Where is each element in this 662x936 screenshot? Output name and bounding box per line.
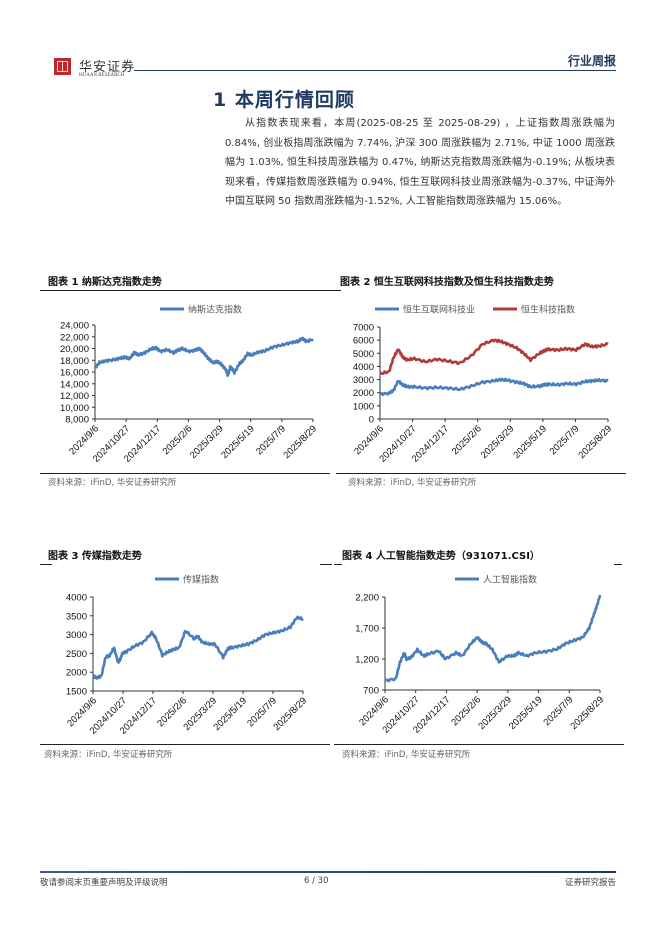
figure-4-title-rule-right: [614, 564, 622, 565]
legend-label: 恒生科技指数: [521, 304, 575, 315]
y-tick-label: 1500: [66, 687, 87, 698]
y-tick-label: 1000: [353, 401, 374, 412]
legend-label: 传媒指数: [183, 574, 219, 585]
series-line: [92, 615, 304, 680]
logo-text-cn: 华安证券: [79, 60, 136, 75]
figure-4-title: 图表 4 人工智能指数走势（931071.CSI）: [342, 551, 540, 562]
report-type: 行业周报: [567, 54, 616, 68]
x-tick-label: 2025/3/29: [479, 423, 517, 461]
y-tick-label: 5000: [353, 349, 374, 360]
y-tick-label: 8,000: [65, 415, 89, 426]
chart-ai-index: 人工智能指数7001,2001,7002,2002024/9/62024/10/…: [355, 574, 606, 736]
x-tick-label: 2025/8/29: [271, 695, 309, 733]
y-tick-label: 1,700: [355, 624, 379, 635]
y-tick-label: 2,200: [355, 593, 379, 604]
y-tick-label: 700: [363, 686, 379, 697]
y-tick-label: 20,000: [60, 344, 89, 355]
y-tick-label: 14,000: [60, 379, 89, 390]
x-tick-label: 2025/5/19: [211, 695, 249, 733]
legend-item: 恒生互联网科技业: [375, 304, 475, 315]
figure-2-source-rule: [336, 473, 626, 474]
logo-text-en: HUAAN RESEARCH: [79, 73, 125, 78]
x-tick-label: 2025/5/19: [511, 423, 549, 461]
y-tick-label: 2000: [66, 668, 87, 679]
y-tick-label: 7000: [353, 323, 374, 334]
legend-item: 恒生科技指数: [493, 304, 575, 315]
x-tick-label: 2025/8/29: [281, 423, 319, 461]
y-tick-label: 4000: [66, 593, 87, 604]
y-tick-label: 2000: [353, 388, 374, 399]
chart-media-index: 传媒指数1500200025003000350040002024/9/62024…: [65, 574, 309, 737]
x-tick-label: 2025/5/19: [507, 694, 545, 732]
series-line: [384, 594, 602, 683]
y-tick-label: 3000: [66, 630, 87, 641]
figure-3-title: 图表 3 传媒指数走势: [48, 551, 142, 562]
legend-item: 传媒指数: [155, 574, 219, 585]
header-divider: [134, 70, 616, 71]
figure-2-source: 资料来源：iFinD, 华安证券研究所: [348, 478, 477, 488]
y-tick-label: 3000: [353, 375, 374, 386]
x-tick-label: 2025/5/19: [219, 423, 257, 461]
company-logo-icon: [54, 58, 71, 75]
series-line: [379, 338, 609, 375]
figure-3-source: 资料来源：iFinD, 华安证券研究所: [44, 750, 173, 760]
y-tick-label: 2500: [66, 649, 87, 660]
section-title: 1 本周行情回顾: [213, 89, 355, 111]
figure-3-title-rule-left: [40, 564, 52, 565]
footer-divider: [40, 871, 616, 873]
figure-4-source: 资料来源：iFinD, 华安证券研究所: [342, 750, 471, 760]
figure-2-title-rule: [333, 290, 341, 291]
figure-4-source-rule: [334, 744, 624, 745]
figure-1-title-rule: [40, 290, 338, 291]
legend-item: 纳斯达克指数: [160, 304, 242, 315]
y-tick-label: 3500: [66, 611, 87, 622]
legend-item: 人工智能指数: [455, 574, 537, 585]
summary-paragraph: 从指数表现来看，本周(2025-08-25 至 2025-08-29) ，上证指…: [225, 118, 615, 207]
footer-disclaimer: 敬请参阅末页重要声明及评级说明: [40, 878, 168, 888]
y-tick-label: 12,000: [60, 391, 89, 402]
figure-1-source-rule: [40, 473, 330, 474]
y-tick-label: 10,000: [60, 403, 89, 414]
y-tick-label: 6000: [353, 336, 374, 347]
y-tick-label: 1,200: [355, 655, 379, 666]
legend-label: 纳斯达克指数: [188, 304, 242, 315]
page-number: 6 / 30: [304, 876, 329, 886]
x-tick-label: 2025/8/29: [568, 694, 606, 732]
footer-label: 证券研究报告: [564, 878, 616, 888]
legend-label: 恒生互联网科技业: [403, 304, 475, 315]
figure-2-title: 图表 2 恒生互联网科技指数及恒生科技指数走势: [340, 277, 554, 288]
figure-4-title-rule-left: [334, 564, 342, 565]
y-tick-label: 16,000: [60, 368, 89, 379]
chart-nasdaq: 纳斯达克指数 8,00010,00012,00014,00016,00018,00…: [60, 304, 319, 465]
legend-label: 人工智能指数: [483, 574, 537, 585]
figure-1-source: 资料来源：iFinD, 华安证券研究所: [48, 478, 177, 488]
y-tick-label: 22,000: [60, 332, 89, 343]
y-tick-label: 24,000: [60, 321, 89, 332]
y-tick-label: 18,000: [60, 356, 89, 367]
chart-hang-seng-tech: 恒生互联网科技业 恒生科技指数 0 1000 2000 3000 4000 5000 6000 7…: [352, 304, 614, 465]
x-tick-label: 2025/8/29: [576, 423, 614, 461]
series-line: [93, 336, 314, 377]
series-line: [379, 377, 609, 397]
figure-3-source-rule: [40, 744, 330, 745]
y-tick-label: 4000: [353, 362, 374, 373]
figure-1-title: 图表 1 纳斯达克指数走势: [48, 277, 162, 288]
y-tick-label: 0: [369, 415, 374, 426]
figure-3-title-rule-right: [320, 564, 332, 565]
